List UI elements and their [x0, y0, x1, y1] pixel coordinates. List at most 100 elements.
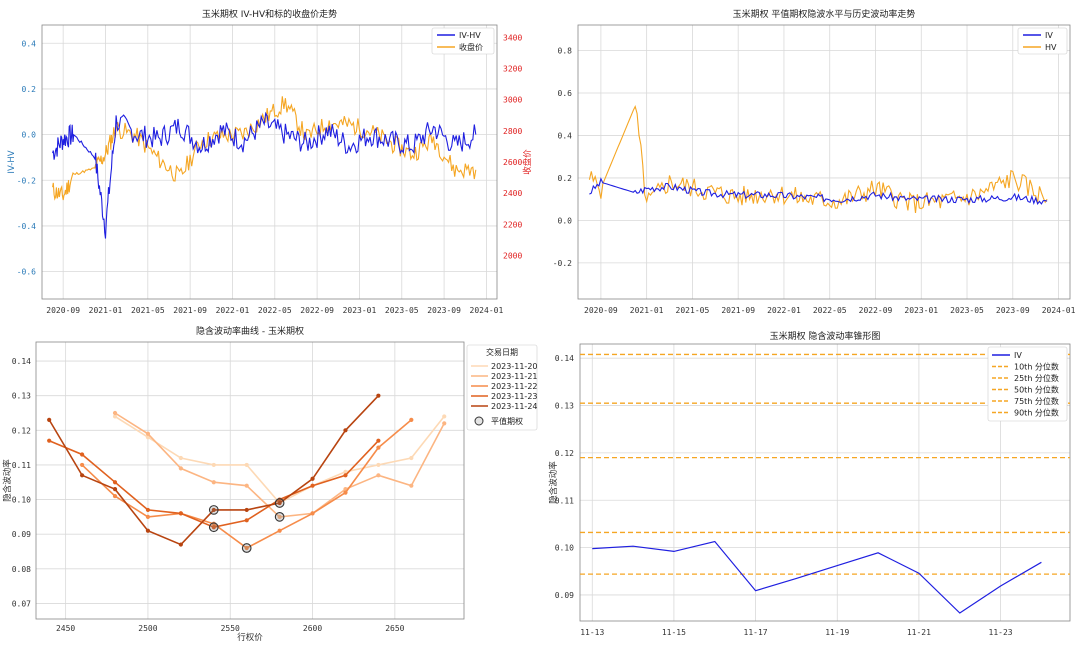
x-tick-label: 2023-09: [996, 306, 1030, 315]
chart-title: 玉米期权 隐含波动率锥形图: [770, 330, 881, 342]
y-axis-label: IV-HV: [7, 150, 17, 173]
series-point-2023-11-20: [244, 462, 249, 468]
x-tick-label: 11-13: [580, 628, 604, 637]
y-tick-label: 0.13: [12, 392, 31, 401]
series-point-2023-11-24: [211, 507, 216, 513]
y-axis-label: 隐含波动率: [548, 461, 559, 504]
y2-tick-label: 2000: [503, 251, 522, 260]
y-tick-label: 0.8: [558, 46, 573, 55]
x-tick-label: 2021-01: [630, 306, 664, 315]
y-tick-label: 0.0: [558, 216, 573, 225]
legend-label-atm: 平值期权: [491, 416, 523, 426]
chart-iv-hv-levels: 玉米期权 平值期权隐波水平与历史波动率走势 2020-09 2021-01 2021-…: [553, 8, 1076, 315]
series-line-iv-hv: [52, 111, 477, 239]
legend-label-2: 25th 分位数: [1014, 373, 1059, 383]
legend-label-2023-11-20: 2023-11-20: [491, 362, 538, 371]
series-point-2023-11-22: [409, 417, 414, 423]
series-point-2023-11-23: [112, 480, 118, 485]
x-tick-label: 2020-09: [584, 306, 618, 315]
y-tick-label: 0.14: [12, 357, 31, 366]
series-point-2023-11-22: [145, 514, 151, 519]
y-tick-label: 0.13: [555, 402, 574, 411]
series-point-2023-11-22: [112, 493, 118, 499]
chart-title: 玉米期权 IV-HV和标的收盘价走势: [202, 8, 337, 20]
series-point-2023-11-22: [343, 490, 348, 495]
x-tick-label: 2023-01: [904, 306, 938, 315]
legend-label-0: IV: [1014, 351, 1022, 360]
x-tick-label: 11-15: [662, 628, 686, 637]
x-tick-label: 2500: [138, 624, 157, 633]
x-tick-label: 2023-05: [385, 306, 419, 315]
x-tick-label: 2023-09: [427, 306, 461, 315]
series-point-2023-11-23: [310, 483, 315, 488]
x-tick-label: 11-19: [825, 628, 849, 637]
series-line-iv: [589, 177, 1048, 205]
y-tick-label: -0.4: [17, 222, 36, 231]
x-tick-label: 2023-01: [343, 306, 377, 315]
series-point-2023-11-23: [79, 452, 85, 457]
series-point-2023-11-23: [376, 438, 381, 443]
y2-tick-label: 2600: [503, 158, 522, 167]
series-point-2023-11-20: [112, 414, 118, 419]
series-point-2023-11-22: [277, 528, 282, 533]
series-point-2023-11-20: [343, 469, 348, 474]
x-tick-label: 2022-09: [300, 306, 334, 315]
x-tick-label: 2600: [303, 624, 322, 633]
x-tick-label: 2022-09: [859, 306, 893, 315]
series-point-2023-11-20: [211, 462, 216, 468]
legend-box: [987, 346, 1068, 422]
legend: 交易日期2023-11-202023-11-212023-11-222023-1…: [466, 344, 538, 431]
legend-box: [1017, 27, 1068, 55]
x-tick-label: 2021-09: [173, 306, 207, 315]
plot1-frame: [41, 24, 498, 300]
legend-label-2023-11-21: 2023-11-21: [491, 372, 538, 381]
y-axis-label: 隐含波动率: [2, 459, 13, 502]
series-point-2023-11-24: [47, 417, 52, 423]
series-point-2023-11-21: [376, 473, 381, 478]
series-point-2023-11-23: [145, 507, 151, 513]
y2-tick-label: 3200: [503, 65, 522, 74]
x-tick-label: 11-23: [989, 628, 1013, 637]
series-point-2023-11-20: [145, 435, 151, 440]
atm-marker: [208, 505, 219, 515]
series-point-2023-11-21: [112, 410, 118, 416]
series-point-2023-11-22: [310, 511, 315, 516]
x-tick-label: 2020-09: [46, 306, 80, 315]
series-point-2023-11-24: [244, 507, 249, 513]
atm-marker: [241, 543, 252, 553]
legend: IV-HV 收盘价: [431, 27, 495, 55]
chart-iv-hv-close: 玉米期权 IV-HV和标的收盘价走势 2020-09 2021-01 2021-05 2…: [7, 8, 533, 315]
series-point-2023-11-21: [442, 421, 447, 426]
series-point-2023-11-21: [178, 466, 183, 471]
series-point-2023-11-24: [343, 428, 348, 433]
y2-tick-label: 2800: [503, 127, 522, 136]
y2-tick-label: 3400: [503, 33, 522, 42]
y-tick-label: 0.6: [558, 89, 573, 98]
y-tick-label: 0.08: [12, 565, 31, 574]
series-line-hv: [588, 104, 1048, 213]
y-tick-label: 0.2: [22, 85, 37, 94]
legend-label-2023-11-23: 2023-11-23: [491, 392, 538, 401]
legend: IV HV: [1017, 27, 1068, 55]
x-tick-label: 2023-05: [950, 306, 984, 315]
y-tick-label: 0.07: [12, 599, 31, 608]
legend-label-iv-hv: IV-HV: [459, 31, 481, 40]
y-tick-label: -0.6: [17, 268, 36, 277]
y2-tick-label: 2200: [503, 220, 522, 229]
legend-label-hv: HV: [1045, 43, 1057, 52]
legend-label-3: 50th 分位数: [1014, 385, 1059, 395]
y2-tick-label: 2400: [503, 189, 522, 198]
series-point-2023-11-24: [277, 500, 282, 506]
y2-tick-label: 3000: [503, 96, 522, 105]
series-point-2023-11-20: [178, 455, 183, 461]
series-point-2023-11-21: [211, 480, 216, 485]
series-line-close: [52, 96, 477, 201]
x-tick-label: 2021-01: [89, 306, 123, 315]
plot2-frame: [577, 24, 1071, 300]
series-point-2023-11-23: [47, 438, 52, 443]
series-point-2023-11-20: [376, 462, 381, 468]
x-tick-label: 2450: [56, 624, 75, 633]
y-tick-label: -0.2: [553, 259, 572, 268]
series-point-2023-11-24: [79, 473, 85, 478]
y-tick-label: 0.11: [555, 496, 574, 505]
